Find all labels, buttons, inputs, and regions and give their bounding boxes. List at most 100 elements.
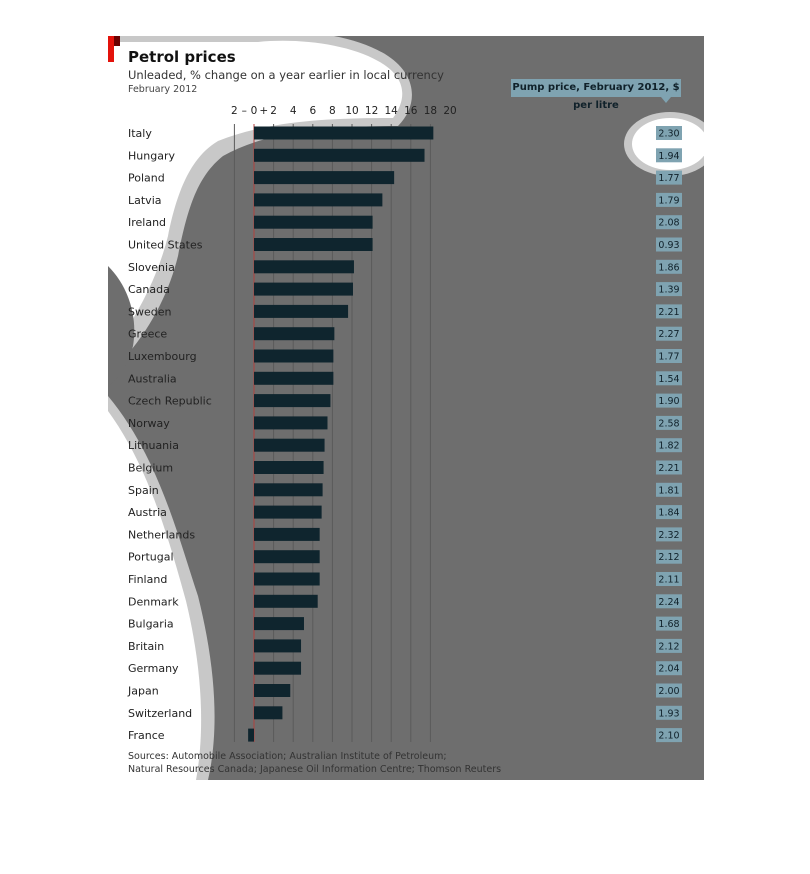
pump-price-box — [656, 505, 682, 520]
category-label: Netherlands — [128, 528, 195, 541]
bar — [254, 550, 320, 564]
category-label: Ireland — [128, 216, 166, 229]
pump-price-value: 1.77 — [658, 352, 679, 363]
category-label: Australia — [128, 372, 177, 385]
category-label: Britain — [128, 640, 164, 653]
bar — [254, 438, 325, 452]
pump-price-value: 1.94 — [658, 151, 679, 162]
highlight-overlay — [108, 36, 704, 780]
bar — [254, 349, 334, 363]
bar — [254, 572, 320, 586]
sources-line-2: Natural Resources Canada; Japanese Oil I… — [128, 764, 502, 775]
x-tick-label: + — [259, 105, 268, 117]
bar — [248, 728, 254, 742]
pump-price-box — [656, 170, 682, 185]
x-tick-label: 6 — [309, 105, 316, 117]
pump-price-box — [656, 594, 682, 609]
x-tick-label: – — [242, 105, 247, 117]
category-label: Japan — [127, 685, 159, 698]
bar — [254, 327, 335, 341]
pump-price-value: 2.00 — [658, 686, 679, 697]
pump-price-box — [656, 728, 682, 743]
bar — [254, 215, 373, 229]
category-label: Finland — [128, 573, 167, 586]
category-label: Latvia — [128, 194, 162, 207]
category-label: Belgium — [128, 462, 173, 475]
pump-price-box — [656, 683, 682, 698]
category-label: France — [128, 729, 165, 742]
bar — [254, 304, 349, 318]
bar — [254, 594, 318, 608]
pump-price-value: 2.27 — [658, 329, 679, 340]
pump-price-value: 1.68 — [658, 619, 679, 630]
pump-price-value: 2.04 — [658, 664, 679, 675]
brand-mark — [108, 36, 114, 62]
category-label: Greece — [128, 328, 167, 341]
bar — [254, 706, 283, 720]
pump-price-box — [656, 215, 682, 230]
x-tick-label: 18 — [424, 105, 437, 117]
pump-price-box — [656, 460, 682, 475]
bar — [254, 527, 320, 541]
bar — [254, 505, 322, 519]
pump-price-value: 1.93 — [658, 708, 679, 719]
pump-price-box — [656, 438, 682, 453]
category-label: United States — [128, 239, 203, 252]
pump-price-value: 2.08 — [658, 218, 679, 229]
pump-price-box — [656, 482, 682, 497]
category-label: Sweden — [128, 305, 171, 318]
pump-price-box — [656, 527, 682, 542]
pump-price-value: 2.12 — [658, 552, 679, 563]
bar — [254, 394, 331, 408]
pump-price-box — [656, 549, 682, 564]
bar — [254, 126, 434, 140]
bar — [254, 171, 395, 185]
pump-price-box — [656, 326, 682, 341]
category-label: Switzerland — [128, 707, 192, 720]
pump-price-box — [656, 705, 682, 720]
pump-price-value: 1.39 — [658, 285, 679, 296]
x-tick-label: 14 — [385, 105, 399, 117]
pump-price-value: 2.30 — [658, 129, 679, 140]
pump-price-box — [656, 237, 682, 252]
bar — [254, 238, 373, 251]
pump-price-box — [656, 638, 682, 653]
pump-price-box — [656, 572, 682, 586]
pump-price-box — [656, 282, 682, 297]
x-tick-label: 2 — [231, 105, 238, 117]
bar — [254, 461, 324, 474]
category-label: Spain — [128, 484, 159, 497]
pump-price-value: 1.81 — [658, 485, 679, 496]
pump-price-value: 2.12 — [658, 641, 679, 652]
category-label: Bulgaria — [128, 618, 174, 631]
pump-price-box — [656, 192, 682, 207]
category-label: Slovenia — [128, 261, 175, 274]
pump-price-box — [656, 661, 682, 676]
x-tick-label: 12 — [365, 105, 378, 117]
pump-price-value: 2.10 — [658, 731, 679, 742]
bar — [254, 483, 323, 497]
pump-price-value: 0.93 — [658, 240, 679, 251]
pump-price-value: 2.32 — [658, 530, 679, 541]
category-label: Italy — [128, 127, 152, 140]
pump-price-value: 1.54 — [658, 374, 679, 385]
pump-price-value: 1.86 — [658, 262, 679, 273]
bar — [254, 148, 425, 162]
sources-line-1: Sources: Automobile Association; Austral… — [128, 751, 447, 762]
category-label: Czech Republic — [128, 395, 212, 408]
chart-subtitle: Unleaded, % change on a year earlier in … — [128, 68, 444, 82]
pump-price-box — [656, 148, 682, 163]
category-label: Portugal — [128, 551, 174, 564]
category-label: Denmark — [128, 595, 179, 608]
pump-price-value: 1.79 — [658, 195, 679, 206]
category-label: Norway — [128, 417, 170, 430]
bar — [254, 661, 302, 675]
pump-price-box — [656, 415, 682, 430]
pump-price-box — [656, 259, 682, 274]
pump-price-box — [656, 616, 682, 631]
chart-card: Petrol prices Unleaded, % change on a ye… — [108, 36, 704, 780]
bar — [254, 639, 302, 653]
bar — [254, 282, 353, 296]
category-label: Hungary — [128, 149, 175, 162]
